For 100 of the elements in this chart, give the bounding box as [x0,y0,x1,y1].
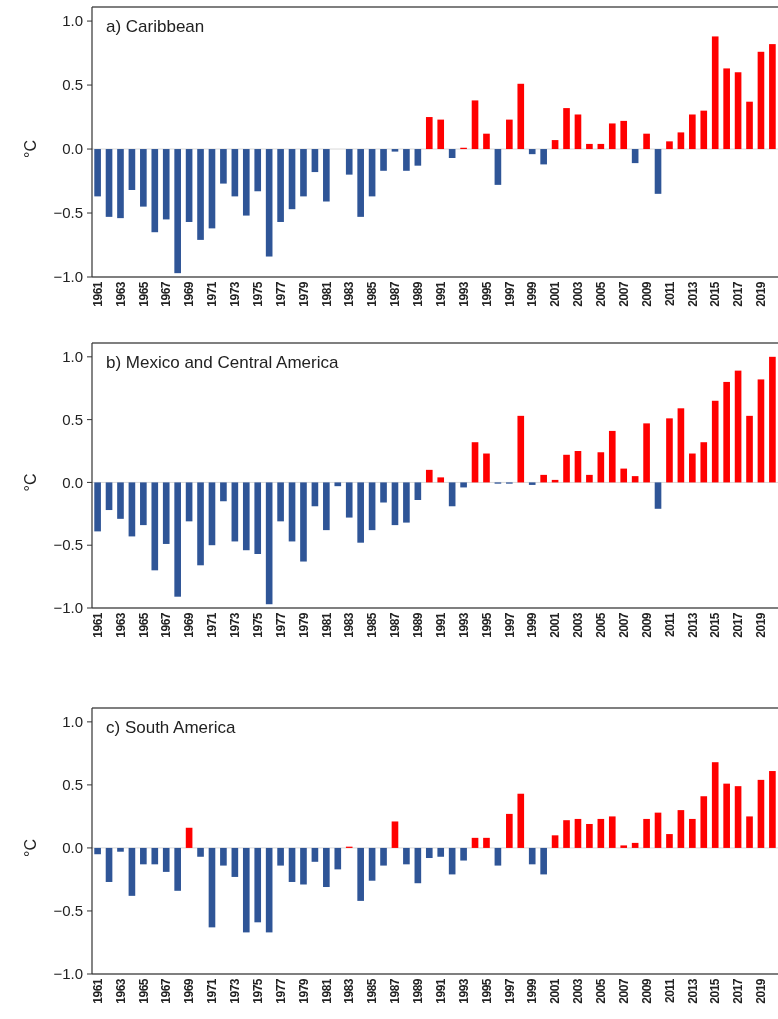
bar [94,482,101,532]
x-tick-label: 1963 [113,612,128,638]
y-axis-title: °C [22,473,39,492]
x-tick-label: 1999 [525,978,540,1004]
bar [254,482,262,554]
y-tick-label: −1.0 [53,965,83,983]
bar [757,779,765,848]
x-tick-label: 1975 [250,978,265,1004]
bar [265,149,273,257]
bar [197,149,204,240]
x-tick-label: 2011 [662,281,677,307]
bar [403,149,410,171]
bar [437,847,445,857]
x-tick-label: 1985 [365,281,380,307]
bar [117,482,124,519]
bar [734,72,742,150]
bar [586,143,593,150]
bar [700,442,708,483]
bar [151,482,159,571]
bar [471,100,479,150]
bar [117,847,124,852]
bar [403,482,410,523]
bar [517,793,525,848]
y-axis-title: °C [22,838,39,857]
bar [563,820,570,848]
bar [368,482,376,531]
bar [242,847,250,933]
bar [723,783,730,848]
x-tick-label: 1999 [525,281,540,307]
bar [734,786,742,848]
bar [174,847,181,891]
bar [151,847,159,865]
bar [277,847,284,866]
x-tick-label: 1987 [388,978,403,1004]
bar [174,149,181,274]
y-tick-label: 0.5 [62,776,83,794]
bar [700,110,708,150]
bar [288,482,296,542]
x-tick-label: 1969 [182,612,197,638]
bar [631,149,639,164]
bar [334,482,342,487]
x-tick-label: 1967 [159,978,174,1004]
x-tick-label: 2007 [616,612,631,638]
bar [185,149,193,222]
x-tick-label: 1973 [228,978,243,1004]
x-tick-label: 1961 [90,978,105,1004]
bar [174,482,181,597]
x-tick-label: 1995 [479,612,494,638]
bar [746,101,753,150]
x-tick-label: 1983 [342,281,357,307]
x-tick-label: 2009 [639,281,654,307]
bar [334,847,342,870]
x-tick-label: 1995 [479,978,494,1004]
bar [723,381,730,483]
x-tick-label: 1993 [456,612,471,638]
bar [654,482,662,509]
x-tick-label: 2017 [731,978,746,1004]
x-tick-label: 1977 [273,978,288,1004]
bar [94,149,101,197]
x-tick-label: 1973 [228,612,243,638]
y-tick-label: 1.0 [62,348,83,366]
x-tick-label: 2019 [754,612,769,638]
bar [220,482,227,502]
bar [711,36,719,150]
x-tick-label: 2007 [616,978,631,1004]
y-tick-label: −0.5 [53,536,83,554]
y-tick-label: 1.0 [62,713,83,731]
x-tick-label: 1979 [296,281,311,307]
x-tick-label: 1977 [273,281,288,307]
x-tick-label: 1969 [182,281,197,307]
x-tick-label: 1979 [296,978,311,1004]
bar [162,847,170,872]
bar [311,482,319,507]
x-tick-label: 1965 [136,612,151,638]
x-tick-label: 2013 [685,978,700,1004]
x-tick-label: 1991 [433,978,448,1004]
bar [414,847,422,884]
bar [540,847,547,875]
bar [140,847,147,865]
bar [574,114,582,150]
bar [620,120,628,150]
bar [128,482,136,537]
bar [323,847,330,888]
x-tick-label: 1989 [411,978,426,1004]
bar [528,482,536,485]
bar [323,482,330,531]
bar [357,482,364,543]
bar [517,415,525,483]
bar [185,482,193,522]
x-tick-label: 2015 [708,612,723,638]
x-tick-label: 1975 [250,612,265,638]
bar [403,847,410,865]
y-axis-title: °C [22,140,39,159]
x-tick-label: 1967 [159,281,174,307]
bar [128,847,136,896]
bar [483,453,490,483]
bar [105,482,113,511]
x-tick-label: 2013 [685,612,700,638]
text: c) South America [106,718,236,737]
bar [414,482,422,500]
